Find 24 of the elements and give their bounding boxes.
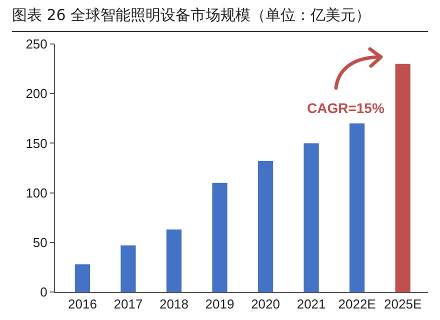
- y-tick-label: 150: [26, 136, 48, 151]
- bar: [395, 64, 410, 292]
- x-tick-label: 2017: [114, 296, 143, 312]
- bar: [166, 230, 182, 292]
- x-tick-label: 2018: [160, 296, 188, 312]
- bar: [258, 161, 274, 292]
- bar: [74, 264, 90, 292]
- x-tick-label: 2021: [296, 296, 326, 312]
- y-tick-label: 250: [26, 36, 48, 52]
- x-tick-label: 2025E: [384, 296, 422, 312]
- bar: [350, 123, 365, 292]
- x-tick-label: 2020: [251, 296, 280, 312]
- x-tick-label: 2019: [205, 296, 234, 312]
- bar: [212, 182, 228, 292]
- annotation: CAGR=15%: [307, 100, 385, 116]
- y-tick-label: 100: [26, 185, 48, 200]
- bar: [120, 245, 136, 292]
- x-tick-label: 2022E: [338, 296, 376, 312]
- y-tick-label: 50: [32, 234, 48, 250]
- y-tick-label: 0: [40, 284, 48, 300]
- bar: [304, 143, 319, 292]
- y-tick-label: 200: [26, 86, 48, 102]
- x-tick-label: 2016: [68, 296, 97, 312]
- chart-title: 图表 26 全球智能照明设备市场规模（单位：亿美元）: [12, 6, 371, 25]
